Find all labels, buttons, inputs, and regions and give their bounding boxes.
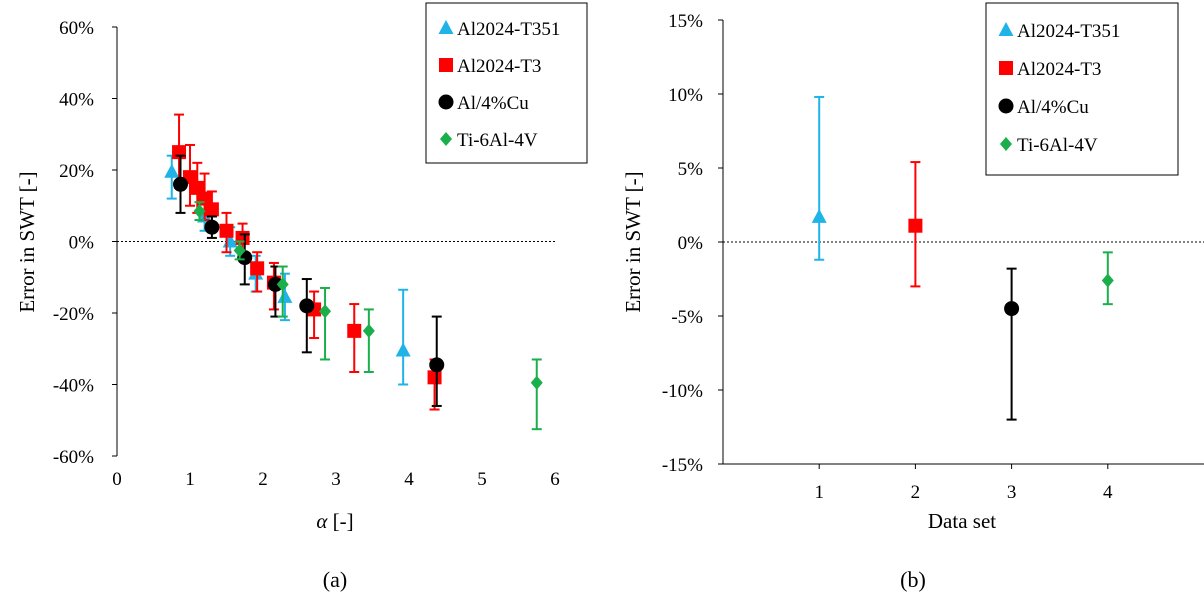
chart-b-y-tick-label: -10% <box>662 381 703 402</box>
data-point <box>299 298 315 314</box>
chart-a-legend: Al2024-T351 Al2024-T3 Al/4%Cu Ti-6Al-4V <box>425 2 588 164</box>
data-point <box>204 202 219 217</box>
chart-a-y-tick-label: -20% <box>53 304 94 325</box>
legend-item-al-4-cu: Al/4%Cu <box>438 93 529 114</box>
chart-b-xlabel: Data set <box>928 509 996 533</box>
panel-label-b: (b) <box>900 567 926 592</box>
legend-marker-ti-6al-4v <box>440 132 452 146</box>
legend-item-ti-6al-4v: Ti-6Al-4V <box>440 130 538 151</box>
chart-a-y-tick-label: 40% <box>59 90 94 111</box>
chart-panel-a: Error in SWT [-] α [-] (a) 60% 40% 20% 0% -2… <box>15 2 588 592</box>
data-point <box>427 370 442 385</box>
panel-label-a: (a) <box>323 567 347 592</box>
legend-marker-al-4-cu <box>998 98 1014 114</box>
legend-item-ti-6al-4v: Ti-6Al-4V <box>1000 135 1098 156</box>
data-point <box>395 342 411 357</box>
chart-b-series-al-4-cu <box>1004 267 1020 421</box>
chart-b-y-tick-label: -5% <box>671 307 703 328</box>
data-point <box>250 261 265 276</box>
chart-a-x-tick-label: 1 <box>185 469 195 490</box>
legend-label: Al2024-T3 <box>1017 59 1101 80</box>
data-point <box>233 243 246 258</box>
data-point <box>219 223 234 238</box>
chart-panel-b: Error in SWT [-] Data set (b) 15% 10% 5% 0%… <box>621 2 1204 592</box>
legend-item-al2024-t351: Al2024-T351 <box>438 19 560 40</box>
legend-marker-al2024-t351 <box>438 20 454 34</box>
chart-a-y-tick-label: 20% <box>59 161 94 182</box>
chart-b-series-ti-6al-4v <box>1101 251 1114 306</box>
chart-a-series-ti-6al-4v <box>193 201 543 431</box>
chart-b-series-al2024-t3 <box>908 161 923 288</box>
chart-a-y-tick-label: -40% <box>53 376 94 397</box>
data-point <box>530 375 543 390</box>
legend-label: Ti-6Al-4V <box>1017 135 1098 156</box>
data-point <box>1004 301 1020 317</box>
data-point <box>190 180 205 195</box>
chart-a-series-al2024-t3 <box>172 113 442 411</box>
chart-a-x-tick-label: 0 <box>112 469 122 490</box>
chart-b-legend: Al2024-T351 Al2024-T3 Al/4%Cu Ti-6Al-4V <box>985 2 1179 176</box>
data-point <box>164 163 180 178</box>
legend-label: Al/4%Cu <box>457 93 529 114</box>
chart-b-y-tick-label: 5% <box>678 159 704 180</box>
data-point <box>347 323 362 338</box>
data-point <box>204 219 220 235</box>
legend-item-al-4-cu: Al/4%Cu <box>998 97 1089 118</box>
chart-b-ylabel: Error in SWT [-] <box>621 171 645 312</box>
legend-marker-al2024-t3 <box>999 61 1013 75</box>
chart-b-y-tick-label: 0% <box>678 233 704 254</box>
chart-a-x-tick-label: 6 <box>550 469 560 490</box>
chart-b-y-tick-label: -15% <box>662 455 703 476</box>
chart-a-ylabel: Error in SWT [-] <box>15 171 39 312</box>
chart-a-y-tick-label: -60% <box>53 447 94 468</box>
chart-a-xlabel-unit: [-] <box>327 509 353 533</box>
legend-marker-al2024-t3 <box>439 58 453 72</box>
legend-label: Al2024-T3 <box>457 56 541 77</box>
data-point <box>267 276 283 292</box>
data-point <box>193 204 206 219</box>
chart-a-xlabel: α [-] <box>316 509 353 533</box>
data-point <box>908 218 923 233</box>
data-point <box>277 288 293 303</box>
chart-a-x-tick-label: 4 <box>404 469 414 490</box>
chart-a-x-tick-label: 5 <box>477 469 487 490</box>
chart-b-y-tick-label: 15% <box>668 11 703 32</box>
data-point <box>811 208 827 223</box>
chart-b-x-tick-label: 2 <box>911 482 921 503</box>
chart-a-xlabel-symbol: α <box>316 509 328 533</box>
chart-b-x-tick-label: 1 <box>814 482 824 503</box>
data-point <box>172 145 187 160</box>
legend-label: Al2024-T351 <box>457 19 560 40</box>
data-point <box>235 230 250 245</box>
legend-marker-al2024-t351 <box>998 22 1014 36</box>
data-point <box>1101 273 1114 288</box>
data-point <box>173 176 189 192</box>
legend-box <box>425 2 588 164</box>
chart-a-x-tick-label: 2 <box>258 469 268 490</box>
data-point <box>276 277 289 292</box>
data-point <box>362 323 375 338</box>
chart-b-y-tick-label: 10% <box>668 85 703 106</box>
legend-label: Ti-6Al-4V <box>457 130 538 151</box>
legend-item-al2024-t3: Al2024-T3 <box>439 56 541 77</box>
legend-marker-ti-6al-4v <box>1000 137 1012 151</box>
data-point <box>319 304 332 319</box>
chart-b-series-al2024-t351 <box>811 95 827 261</box>
chart-a-y-tick-label: 0% <box>69 233 95 254</box>
legend-marker-al-4-cu <box>438 94 454 110</box>
legend-box <box>985 2 1179 176</box>
chart-a-x-tick-label: 3 <box>331 469 341 490</box>
legend-item-al2024-t351: Al2024-T351 <box>998 21 1120 42</box>
chart-a-y-tick-label: 60% <box>59 18 94 39</box>
data-point <box>429 357 445 373</box>
legend-item-al2024-t3: Al2024-T3 <box>999 59 1101 80</box>
legend-label: Al2024-T351 <box>1017 21 1120 42</box>
chart-b-x-tick-label: 4 <box>1103 482 1113 503</box>
chart-b-x-tick-label: 3 <box>1007 482 1017 503</box>
legend-label: Al/4%Cu <box>1017 97 1089 118</box>
